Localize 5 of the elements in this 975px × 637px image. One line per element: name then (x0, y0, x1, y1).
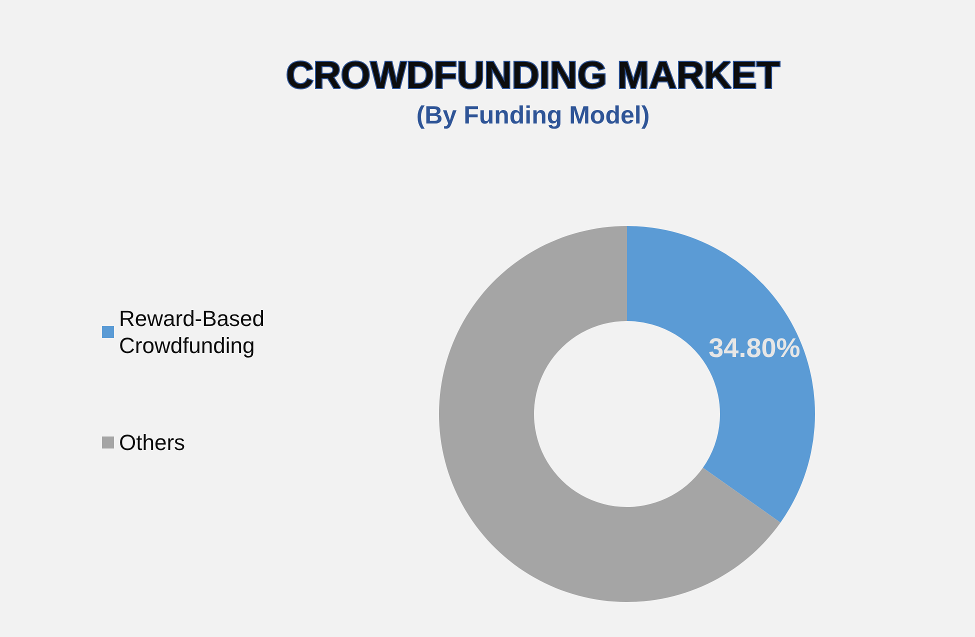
legend-label: Reward-Based Crowdfunding (119, 306, 271, 358)
legend-label: Others (119, 430, 186, 455)
chart-subtitle: (By Funding Model) (416, 102, 650, 130)
chart-title: CROWDFUNDING MARKET (286, 55, 780, 97)
data-label: 34.80% (708, 333, 800, 364)
